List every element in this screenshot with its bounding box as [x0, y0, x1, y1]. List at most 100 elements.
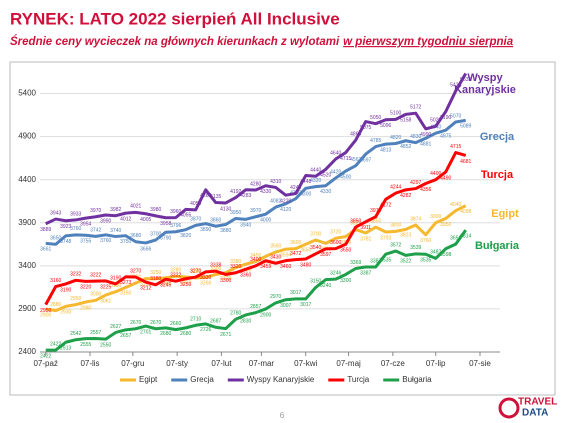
data-label: 2660 — [170, 321, 181, 327]
data-label: 4021 — [130, 204, 141, 210]
data-label: 3487 — [430, 250, 441, 256]
data-label: 3823 — [400, 233, 411, 239]
data-label: 2555 — [80, 342, 91, 348]
data-label: 3539 — [410, 245, 421, 251]
data-label: 3260 — [160, 281, 171, 287]
data-label: 4300 — [300, 192, 311, 198]
data-label: 3369 — [350, 260, 361, 266]
data-label: 4356 — [420, 187, 431, 193]
data-label: 3225 — [100, 284, 111, 290]
data-label: 5070 — [450, 113, 461, 119]
data-label: 2627 — [110, 324, 121, 330]
data-label: 3540 — [310, 245, 321, 251]
data-label: 3933 — [70, 211, 81, 217]
data-label: 4172 — [380, 203, 391, 209]
data-label: 5158 — [400, 118, 411, 124]
data-label: 2950 — [70, 296, 81, 302]
data-label: 3280 — [170, 268, 181, 274]
data-label: 2513 — [60, 346, 71, 352]
chart-subtitle-underlined: w pierwszym tygodniu sierpnia — [343, 36, 514, 48]
data-label: 3860 — [210, 218, 221, 224]
data-label: 2550 — [100, 342, 111, 348]
data-label: 5190 — [440, 115, 451, 121]
data-label: 4881 — [420, 142, 431, 148]
data-label: 2900 — [40, 312, 51, 318]
data-label: 3950 — [230, 210, 241, 216]
data-label: 2680 — [160, 331, 171, 337]
legend-label: Wyspy Kanaryjskie — [247, 375, 315, 384]
x-tick-label: 07-maj — [336, 359, 361, 368]
data-label: 3245 — [160, 283, 171, 289]
data-label: 4282 — [200, 193, 211, 199]
series-line — [45, 204, 467, 313]
data-label: 3480 — [300, 262, 311, 268]
data-label: 4330 — [260, 189, 271, 195]
data-label: 3755 — [80, 239, 91, 245]
data-label: 5020 — [430, 118, 441, 124]
data-label: 3889 — [40, 227, 51, 233]
data-label: 2930 — [60, 310, 71, 316]
legend-label: Grecja — [190, 375, 214, 384]
data-label: 4448 — [300, 179, 311, 185]
data-label: 3960 — [170, 209, 181, 215]
data-label: 3017 — [290, 290, 301, 296]
data-label: 3246 — [330, 270, 341, 276]
series-line — [44, 151, 467, 306]
data-label: 3650 — [300, 248, 311, 254]
data-label: 3240 — [320, 283, 331, 289]
x-tick-label: 07-sie — [469, 359, 491, 368]
data-label: 3950 — [440, 222, 451, 228]
series-end-label: Bułgaria — [474, 240, 519, 252]
data-label: 3958 — [160, 221, 171, 227]
data-label: 3250 — [180, 282, 191, 288]
x-tick-label: 07-paź — [33, 359, 57, 368]
series-line — [45, 72, 468, 226]
data-label: 4975 — [440, 133, 451, 139]
data-label: 2950 — [40, 308, 51, 314]
data-label: 3150 — [310, 279, 321, 285]
series-line — [45, 118, 466, 246]
data-label: 3270 — [180, 280, 191, 286]
data-label: 3017 — [300, 302, 311, 308]
data-label: 4000 — [260, 217, 271, 223]
data-label: 3923 — [60, 224, 71, 230]
data-label: 4813 — [380, 147, 391, 153]
data-label: 3572 — [390, 242, 401, 248]
data-label: 4005 — [140, 217, 151, 223]
data-label: 4240 — [290, 185, 301, 191]
data-label: 3970 — [370, 208, 381, 214]
x-tick-label: 07-kwi — [294, 359, 317, 368]
data-label: 3980 — [150, 207, 161, 213]
data-label: 4297 — [410, 180, 421, 186]
x-tick-label: 07-sty — [166, 359, 188, 368]
logo-text: DATA — [522, 408, 548, 419]
series-end-label: Egipt — [491, 208, 519, 220]
data-label: 3160 — [50, 278, 61, 284]
data-label: 4330 — [320, 189, 331, 195]
data-label: 3594 — [280, 252, 291, 258]
data-label: 4697 — [360, 157, 371, 163]
data-label: 3700 — [150, 231, 161, 237]
data-label: 2830 — [240, 318, 251, 324]
data-label: 3510 — [260, 260, 271, 266]
data-label: 3748 — [60, 239, 71, 245]
data-label: 3970 — [90, 208, 101, 214]
data-label: 3800 — [390, 223, 401, 229]
data-label: 3220 — [80, 285, 91, 291]
x-tick-label: 07-lut — [211, 359, 232, 368]
data-label: 3954 — [80, 221, 91, 227]
data-label: 3338 — [210, 263, 221, 269]
data-label: 3900 — [430, 214, 441, 220]
data-label: 3260 — [190, 269, 201, 275]
data-label: 4400 — [430, 171, 441, 177]
x-tick-label: 07-lip — [426, 359, 446, 368]
data-label: 3387 — [370, 258, 381, 264]
data-label: 3007 — [280, 303, 291, 309]
data-label: 3472 — [290, 251, 301, 257]
data-label: 5050 — [370, 115, 381, 121]
series-line — [45, 229, 467, 352]
data-label: 3535 — [380, 258, 391, 264]
data-label: 3597 — [320, 252, 331, 258]
data-label: 4192 — [230, 189, 241, 195]
data-label: 2680 — [180, 331, 191, 337]
